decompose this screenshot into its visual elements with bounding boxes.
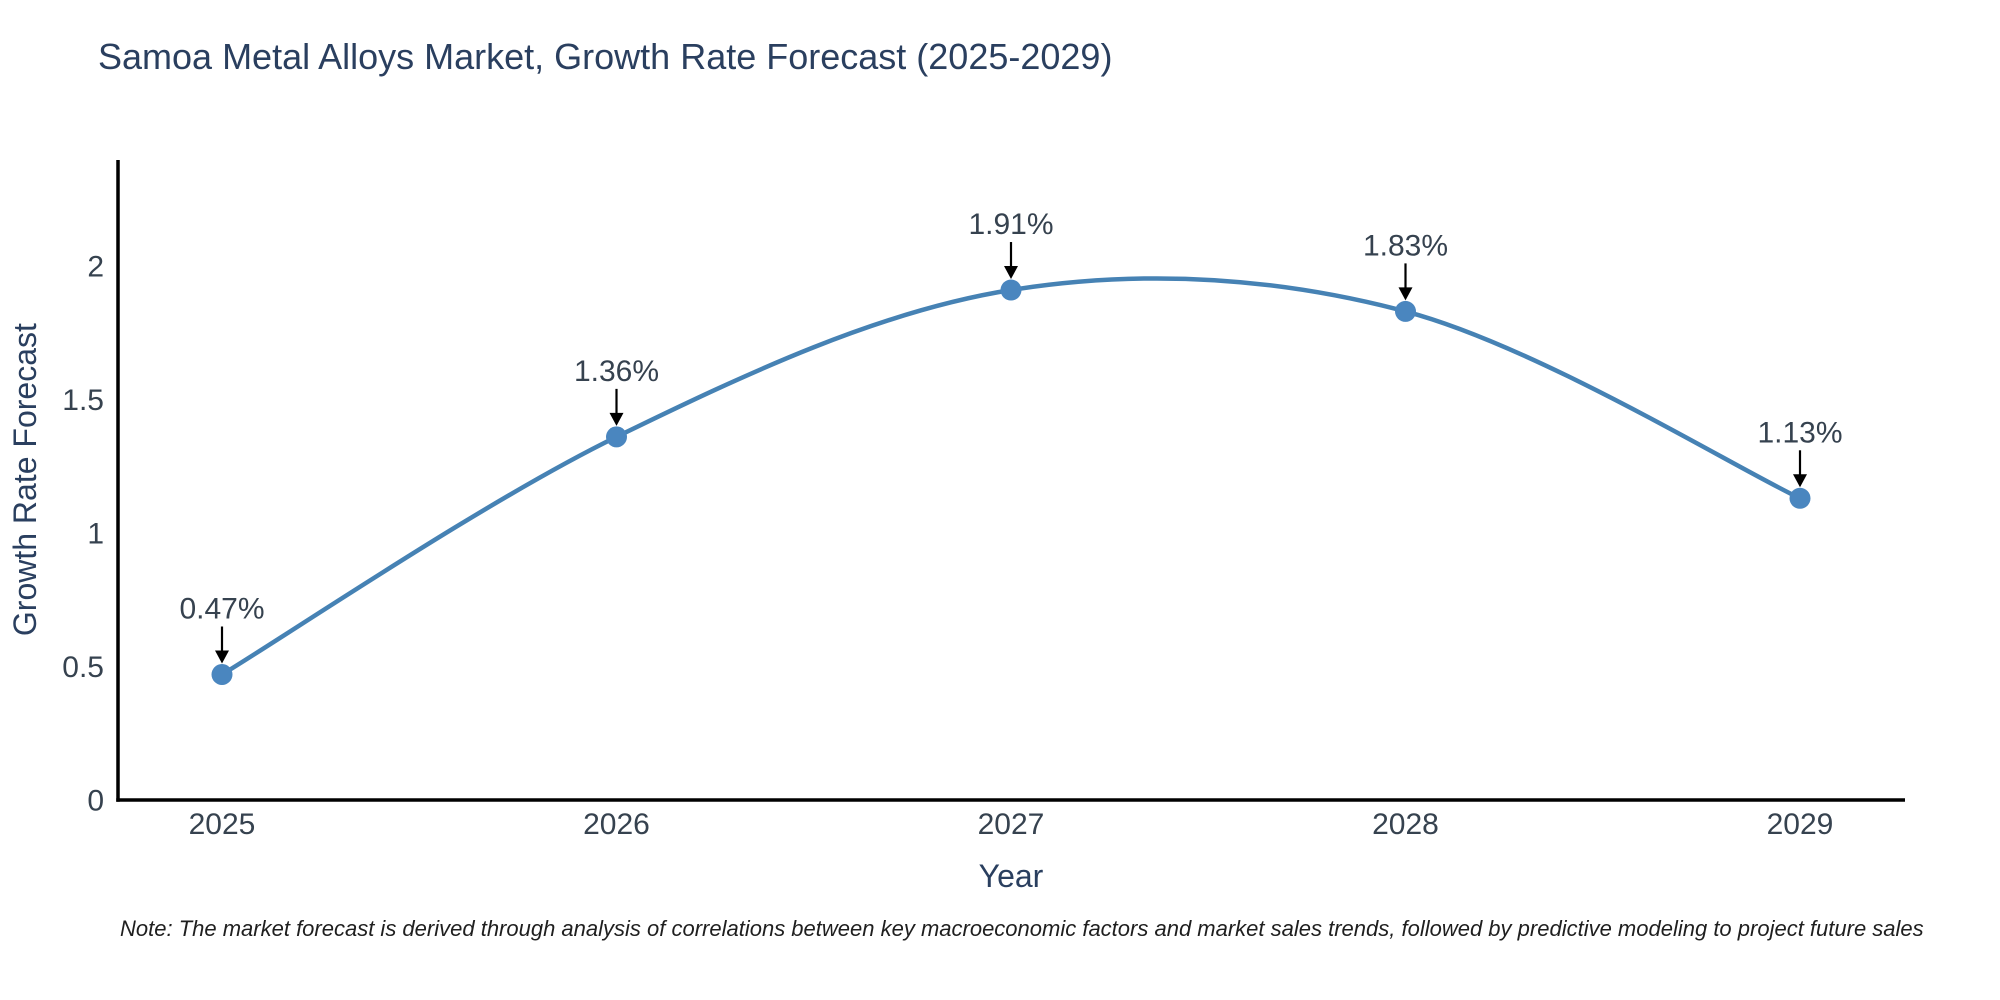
x-tick-label: 2027 [978, 808, 1045, 841]
footnote: Note: The market forecast is derived thr… [120, 916, 1924, 941]
annotation-arrowhead [1004, 266, 1018, 280]
point-annotation: 0.47% [179, 593, 264, 626]
annotation-arrowhead [1398, 287, 1413, 301]
data-point-marker [1789, 487, 1811, 509]
y-tick-label: 0 [87, 785, 104, 818]
point-annotation: 1.36% [574, 355, 659, 388]
x-tick-label: 2028 [1372, 808, 1439, 841]
y-tick-label: 1 [87, 518, 104, 551]
x-tick-label: 2029 [1767, 808, 1834, 841]
data-point-marker [1000, 279, 1022, 301]
annotation-arrowhead [215, 650, 229, 664]
annotation-arrowhead [1793, 474, 1807, 488]
y-tick-label: 0.5 [62, 651, 104, 684]
data-point-marker [606, 426, 627, 448]
point-annotation: 1.13% [1757, 416, 1842, 449]
x-tick-label: 2026 [583, 808, 650, 841]
x-tick-label: 2025 [189, 808, 256, 841]
point-annotation: 1.83% [1363, 229, 1448, 262]
y-tick-label: 1.5 [62, 384, 104, 417]
x-axis-title: Year [979, 858, 1044, 894]
point-annotation: 1.91% [968, 208, 1053, 241]
annotation-arrowhead [609, 412, 624, 426]
y-axis-title: Growth Rate Forecast [7, 323, 43, 636]
series-line [219, 276, 1803, 677]
y-tick-label: 2 [87, 251, 104, 284]
data-point-marker [1395, 300, 1416, 322]
chart-title: Samoa Metal Alloys Market, Growth Rate F… [98, 36, 1113, 77]
data-point-marker [211, 664, 233, 686]
